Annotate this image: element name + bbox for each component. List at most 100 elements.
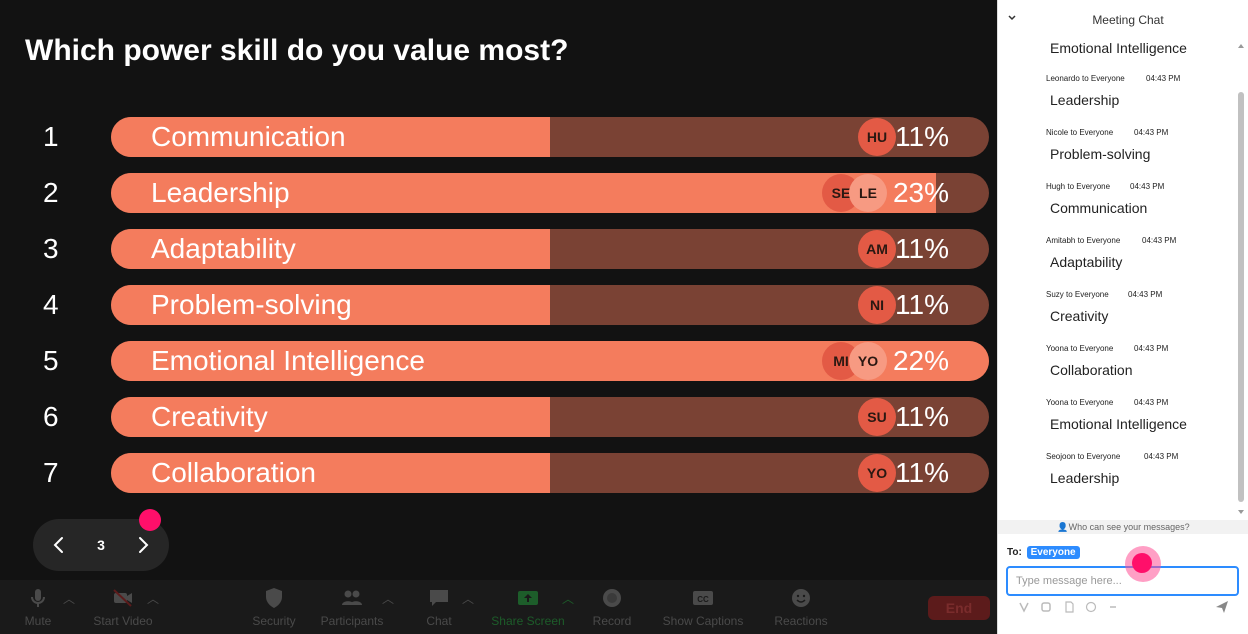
emoji-icon[interactable] <box>1085 601 1097 613</box>
chat-message-text: Adaptability <box>1050 254 1123 270</box>
who-can-see-link[interactable]: 👤Who can see your messages? <box>998 520 1248 534</box>
voter-avatar: SU <box>858 398 896 436</box>
participants-icon <box>342 590 362 605</box>
option-percent: 11% <box>895 457 949 488</box>
message-sender: Amitabh to Everyone <box>1046 236 1121 245</box>
chevron-down-icon[interactable] <box>1006 12 1018 24</box>
start-video-label: Start Video <box>93 614 153 628</box>
poll-option-row: 4 Problem-solving NI 11% <box>0 285 997 325</box>
chat-message-meta: Amitabh to Everyone 04:43 PM <box>1046 236 1176 245</box>
start-video-button[interactable]: Start Video <box>88 586 158 632</box>
option-label: Communication <box>151 121 346 152</box>
share-screen-icon <box>518 591 538 605</box>
chat-message-text: Creativity <box>1050 308 1109 324</box>
send-icon[interactable] <box>1214 599 1230 615</box>
participants-button[interactable]: Participants <box>316 586 388 632</box>
show-captions-button[interactable]: CC Show Captions <box>656 586 750 632</box>
option-number: 3 <box>43 233 59 264</box>
reactions-label: Reactions <box>774 614 828 628</box>
result-bar <box>111 453 989 493</box>
result-bar-fill <box>111 229 550 269</box>
result-bar-fill <box>111 397 550 437</box>
chat-scrollbar[interactable] <box>1237 40 1245 518</box>
shield-icon <box>266 588 282 608</box>
scroll-thumb[interactable] <box>1238 92 1244 502</box>
result-bar-fill <box>111 173 936 213</box>
voter-avatar: HU <box>858 118 896 156</box>
option-percent: 23% <box>892 177 949 208</box>
share-screen-label: Share Screen <box>491 614 565 628</box>
record-label: Record <box>592 614 632 628</box>
presentation-stage: Which power skill do you value most? 1 Co… <box>0 34 997 632</box>
cursor-marker <box>139 509 161 531</box>
file-icon[interactable] <box>1063 601 1075 613</box>
message-sender: Seojoon to Everyone <box>1046 452 1121 461</box>
message-time: 04:43 PM <box>1134 344 1169 353</box>
chevron-left-icon[interactable] <box>47 533 71 557</box>
record-button[interactable]: Record <box>588 586 636 632</box>
poll-option-row: 2 Leadership SE LE 23% <box>0 173 997 213</box>
poll-question: Which power skill do you value most? <box>25 34 569 67</box>
option-number: 5 <box>43 345 59 376</box>
chat-panel: Meeting Chat Emotional Intelligence Leon… <box>997 0 1248 634</box>
screenshot-icon[interactable] <box>1040 601 1052 613</box>
message-time: 04:43 PM <box>1146 74 1181 83</box>
share-screen-button[interactable]: Share Screen <box>488 586 568 632</box>
message-sender: Yoona to Everyone <box>1046 344 1114 353</box>
message-sender: Suzy to Everyone <box>1046 290 1109 299</box>
option-percent: 11% <box>895 401 949 432</box>
scroll-down-icon[interactable] <box>1237 508 1245 516</box>
option-label: Leadership <box>151 177 290 208</box>
poll-option-row: 3 Adaptability AM 11% <box>0 229 997 269</box>
security-button[interactable]: Security <box>248 586 300 632</box>
voter-avatar: NI <box>858 286 896 324</box>
more-icon[interactable] <box>1107 601 1119 613</box>
recipient-selector[interactable]: Everyone <box>1026 546 1080 559</box>
chat-message-meta: Yoona to Everyone 04:43 PM <box>1046 398 1168 407</box>
chevron-up-icon[interactable]: ︿ <box>562 592 575 606</box>
chevron-up-icon[interactable]: ︿ <box>462 592 475 606</box>
option-number: 7 <box>43 457 59 488</box>
chat-message-text: Collaboration <box>1050 362 1133 378</box>
scroll-up-icon[interactable] <box>1237 42 1245 50</box>
chat-message-meta: Nicole to Everyone 04:43 PM <box>1046 128 1168 137</box>
message-time: 04:43 PM <box>1130 182 1165 191</box>
option-label: Creativity <box>151 401 268 432</box>
option-label: Collaboration <box>151 457 316 488</box>
message-sender: Hugh to Everyone <box>1046 182 1111 191</box>
mute-button[interactable]: Mute <box>18 586 58 632</box>
chevron-up-icon[interactable]: ︿ <box>382 592 395 606</box>
chat-button[interactable]: Chat <box>418 586 460 632</box>
chat-message-list: Emotional Intelligence Leonardo to Every… <box>998 38 1238 520</box>
record-icon <box>603 589 621 607</box>
microphone-icon <box>31 589 45 607</box>
end-meeting-button[interactable]: End <box>928 596 990 620</box>
chat-message-meta: Leonardo to Everyone 04:43 PM <box>1046 74 1180 83</box>
svg-text:CC: CC <box>697 595 709 604</box>
voter-avatar: YO <box>849 342 887 380</box>
message-sender: Leonardo to Everyone <box>1046 74 1125 83</box>
poll-option-row: 6 Creativity SU 11% <box>0 397 997 437</box>
mute-label: Mute <box>24 614 52 628</box>
voter-avatar: LE <box>849 174 887 212</box>
chat-header: Meeting Chat <box>998 0 1248 38</box>
chat-label: Chat <box>426 614 452 628</box>
chat-message-text: Leadership <box>1050 470 1120 486</box>
format-icon[interactable] <box>1018 601 1030 613</box>
message-input[interactable] <box>1006 566 1239 596</box>
result-bar <box>111 229 989 269</box>
message-time: 04:43 PM <box>1142 236 1177 245</box>
result-bar-fill <box>111 285 550 325</box>
message-time: 04:43 PM <box>1134 398 1169 407</box>
message-time: 04:43 PM <box>1128 290 1163 299</box>
person-icon: 👤 <box>1057 522 1069 532</box>
cursor-marker <box>1132 553 1152 573</box>
chat-message-meta: Suzy to Everyone 04:43 PM <box>1046 290 1162 299</box>
result-bar-fill <box>111 117 550 157</box>
chat-message-meta: Yoona to Everyone 04:43 PM <box>1046 344 1168 353</box>
chevron-up-icon[interactable]: ︿ <box>63 592 76 606</box>
chevron-right-icon[interactable] <box>131 533 155 557</box>
chevron-up-icon[interactable]: ︿ <box>147 592 160 606</box>
reactions-button[interactable]: Reactions <box>770 586 832 632</box>
